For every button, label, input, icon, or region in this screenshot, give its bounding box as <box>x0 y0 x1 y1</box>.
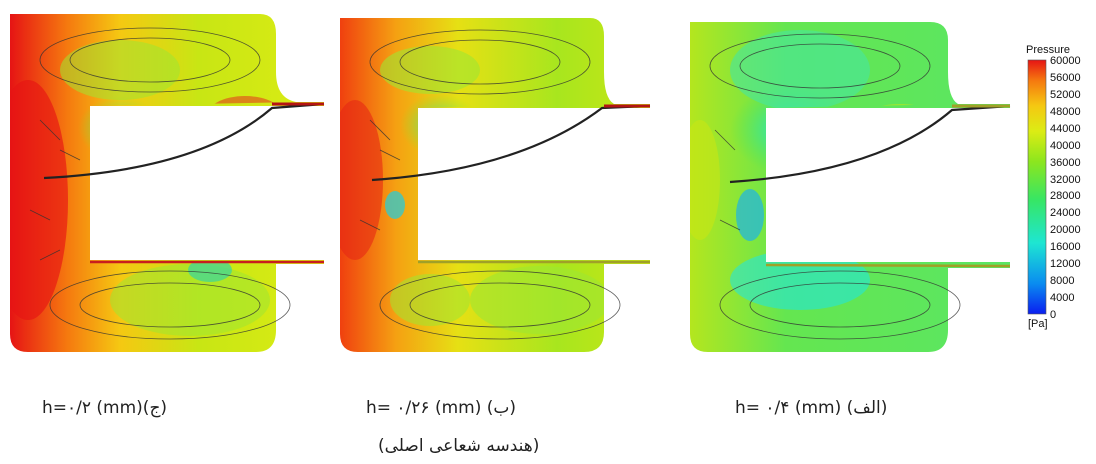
panel-c <box>10 14 325 352</box>
legend-tick-label: 28000 <box>1050 190 1081 203</box>
low-pressure-zone <box>736 189 764 241</box>
legend-tick-label: 56000 <box>1050 71 1081 84</box>
panel-a <box>690 22 1011 352</box>
caption-panel-c: h=۰/۲ (mm)(ج) <box>42 398 168 418</box>
legend-tick-label: 52000 <box>1050 88 1081 101</box>
legend-tick-label: 4000 <box>1050 292 1075 305</box>
legend-tick-label: 0 <box>1050 309 1057 321</box>
low-pressure-zone <box>60 40 180 100</box>
velocity-vectors-a <box>709 33 961 340</box>
legend-tick-label: 48000 <box>1050 105 1081 118</box>
velocity-vectors-b <box>359 29 621 340</box>
legend-title: Pressure <box>1026 44 1071 56</box>
legend-tick-label: 20000 <box>1050 224 1081 237</box>
legend-tick-label: 16000 <box>1050 241 1081 254</box>
legend-tick-label: 36000 <box>1050 156 1081 169</box>
legend-tick-label: 8000 <box>1050 275 1075 288</box>
legend-tick-label: 12000 <box>1050 258 1081 271</box>
cavity-c <box>90 180 324 260</box>
low-pressure-zone <box>470 266 610 334</box>
low-pressure-zone <box>730 30 870 110</box>
cavity-a <box>766 180 1010 262</box>
slot-outlet-a-lower <box>765 263 1011 268</box>
caption-panel-a: h= ۰/۴ (mm) (الف) <box>735 398 888 418</box>
slot-curve-a <box>729 104 1011 184</box>
velocity-vectors-c <box>29 27 291 340</box>
pressure-colorbar <box>1027 59 1047 315</box>
low-pressure-zone <box>110 264 270 336</box>
caption-panel-b: h= ۰/۲۶ (mm) (ب) <box>366 398 517 418</box>
legend-tick-label: 44000 <box>1050 122 1081 135</box>
low-pressure-zone <box>188 258 232 282</box>
low-pressure-zone <box>380 46 480 94</box>
high-pressure-zone <box>340 100 383 260</box>
slot-curve-b <box>371 104 651 182</box>
legend-unit: [Pa] <box>1028 318 1048 330</box>
caption-panel-b-subtitle: (هندسه شعاعی اصلی) <box>378 436 540 456</box>
high-pressure-zone <box>850 104 950 156</box>
legend-tick-label: 24000 <box>1050 207 1081 220</box>
legend-tick-label: 60000 <box>1050 55 1081 67</box>
high-pressure-zone <box>690 120 720 240</box>
legend-tick-label: 32000 <box>1050 173 1081 186</box>
panel-b <box>340 18 651 352</box>
cavity-b <box>418 180 650 260</box>
slot-curve-c <box>43 102 325 180</box>
low-pressure-zone <box>400 93 480 157</box>
legend-tick-label: 40000 <box>1050 139 1081 152</box>
low-pressure-zone <box>385 191 405 219</box>
low-pressure-zone <box>390 274 470 326</box>
high-pressure-zone <box>10 80 68 320</box>
